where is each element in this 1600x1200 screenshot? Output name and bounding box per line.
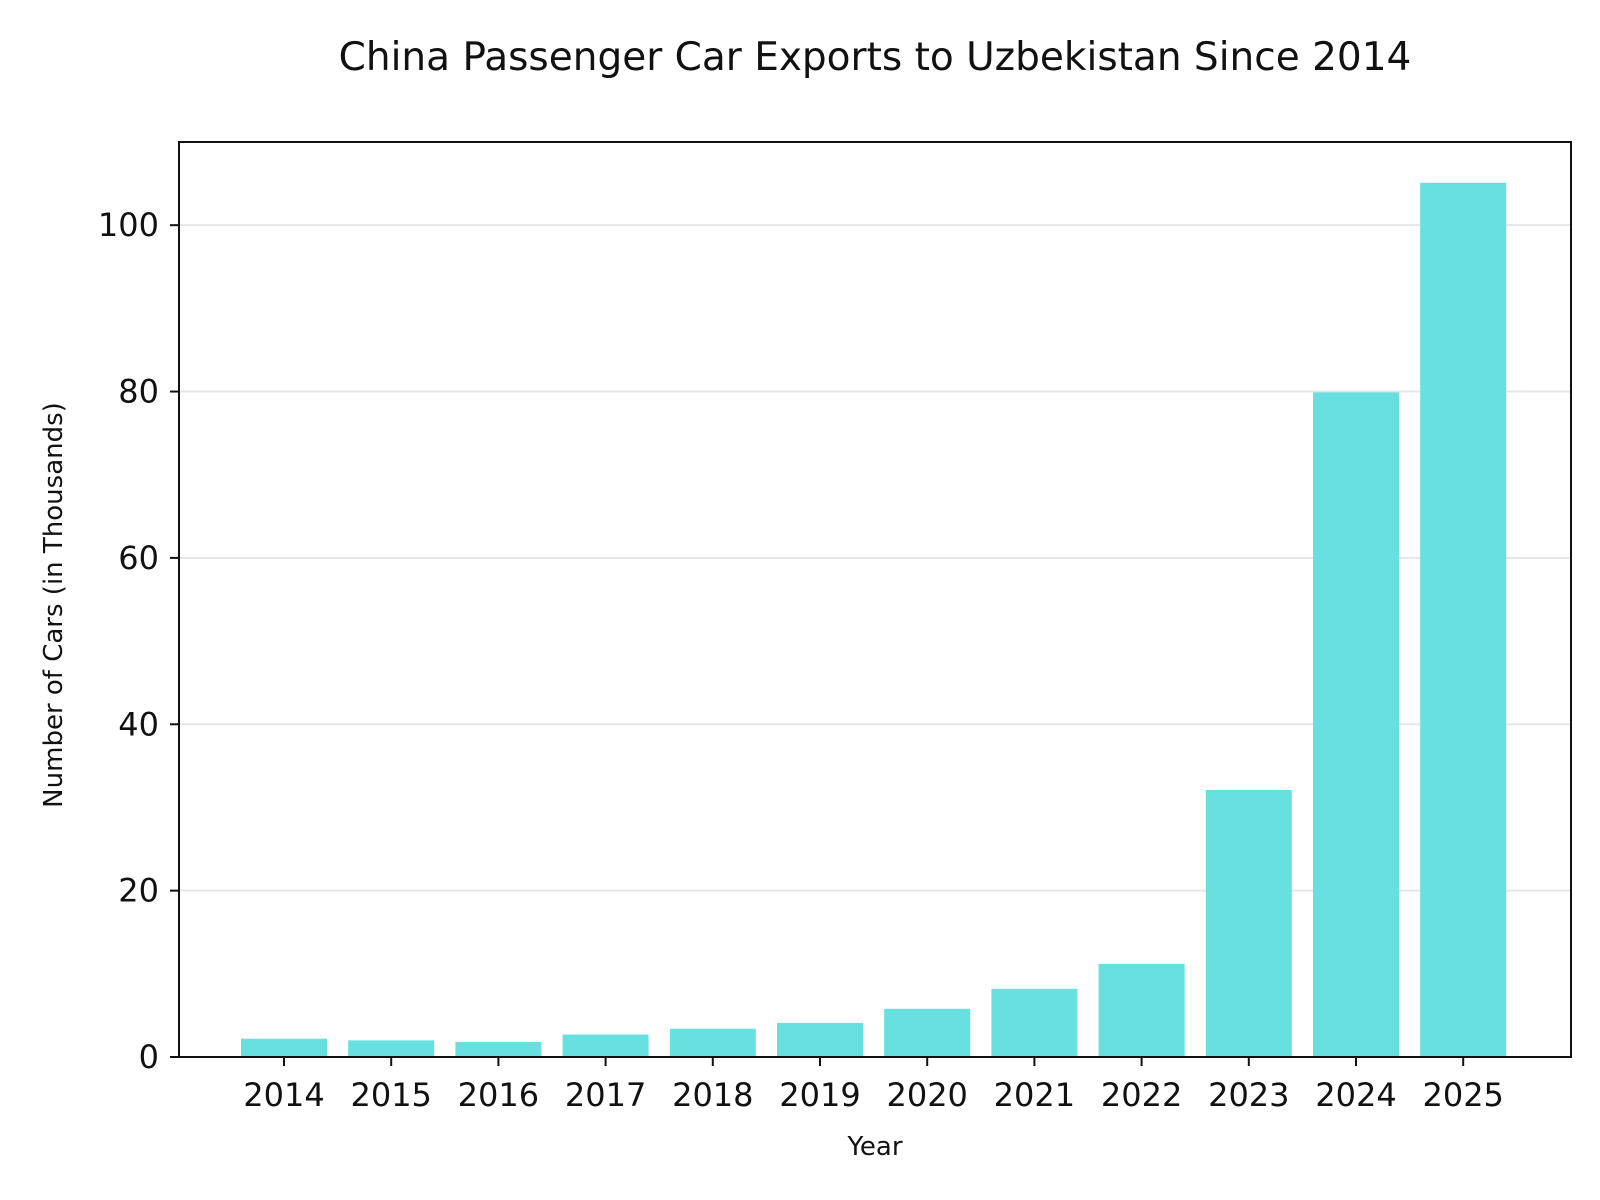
x-axis-ticks: 2014 2015 2016 2017 2018 2019 2020 2021 2022 2023… bbox=[243, 1057, 1504, 1114]
chart-title: China Passenger Car Exports to Uzbekista… bbox=[339, 35, 1412, 80]
x-tick-label: 2015 bbox=[350, 1076, 431, 1114]
bar-2022 bbox=[1098, 963, 1185, 1057]
x-tick-label: 2024 bbox=[1315, 1076, 1396, 1114]
y-tick-label: 0 bbox=[139, 1038, 159, 1076]
x-tick-label: 2017 bbox=[565, 1076, 646, 1114]
bar-2019 bbox=[777, 1022, 863, 1057]
y-tick-label: 80 bbox=[118, 373, 159, 411]
bar-2017 bbox=[562, 1034, 649, 1057]
x-tick-label: 2020 bbox=[886, 1076, 967, 1114]
x-tick-label: 2022 bbox=[1101, 1076, 1182, 1114]
plot-frame bbox=[178, 141, 1572, 1058]
bar-2020 bbox=[884, 1008, 971, 1057]
bar-2016 bbox=[455, 1042, 542, 1057]
bar-2018 bbox=[669, 1028, 756, 1057]
bars bbox=[241, 182, 1507, 1057]
x-tick-label: 2018 bbox=[672, 1076, 753, 1114]
bar-2021 bbox=[991, 988, 1078, 1057]
x-tick-label: 2021 bbox=[994, 1076, 1075, 1114]
bar-2024 bbox=[1313, 392, 1399, 1057]
bar-2025 bbox=[1420, 182, 1507, 1057]
y-axis-ticks: 0 20 40 60 80 100 bbox=[98, 206, 179, 1076]
bar-2014 bbox=[241, 1038, 327, 1057]
x-tick-label: 2014 bbox=[243, 1076, 324, 1114]
bar-2015 bbox=[348, 1040, 435, 1057]
y-tick-label: 100 bbox=[98, 206, 159, 244]
y-tick-label: 20 bbox=[118, 872, 159, 910]
y-axis-label: Number of Cars (in Thousands) bbox=[39, 402, 69, 808]
x-tick-label: 2025 bbox=[1422, 1076, 1503, 1114]
x-tick-label: 2019 bbox=[779, 1076, 860, 1114]
x-axis-label: Year bbox=[846, 1132, 902, 1162]
bar-2023 bbox=[1205, 789, 1292, 1057]
x-tick-label: 2023 bbox=[1208, 1076, 1289, 1114]
y-tick-label: 60 bbox=[118, 539, 159, 577]
y-tick-label: 40 bbox=[118, 705, 159, 743]
x-tick-label: 2016 bbox=[458, 1076, 539, 1114]
